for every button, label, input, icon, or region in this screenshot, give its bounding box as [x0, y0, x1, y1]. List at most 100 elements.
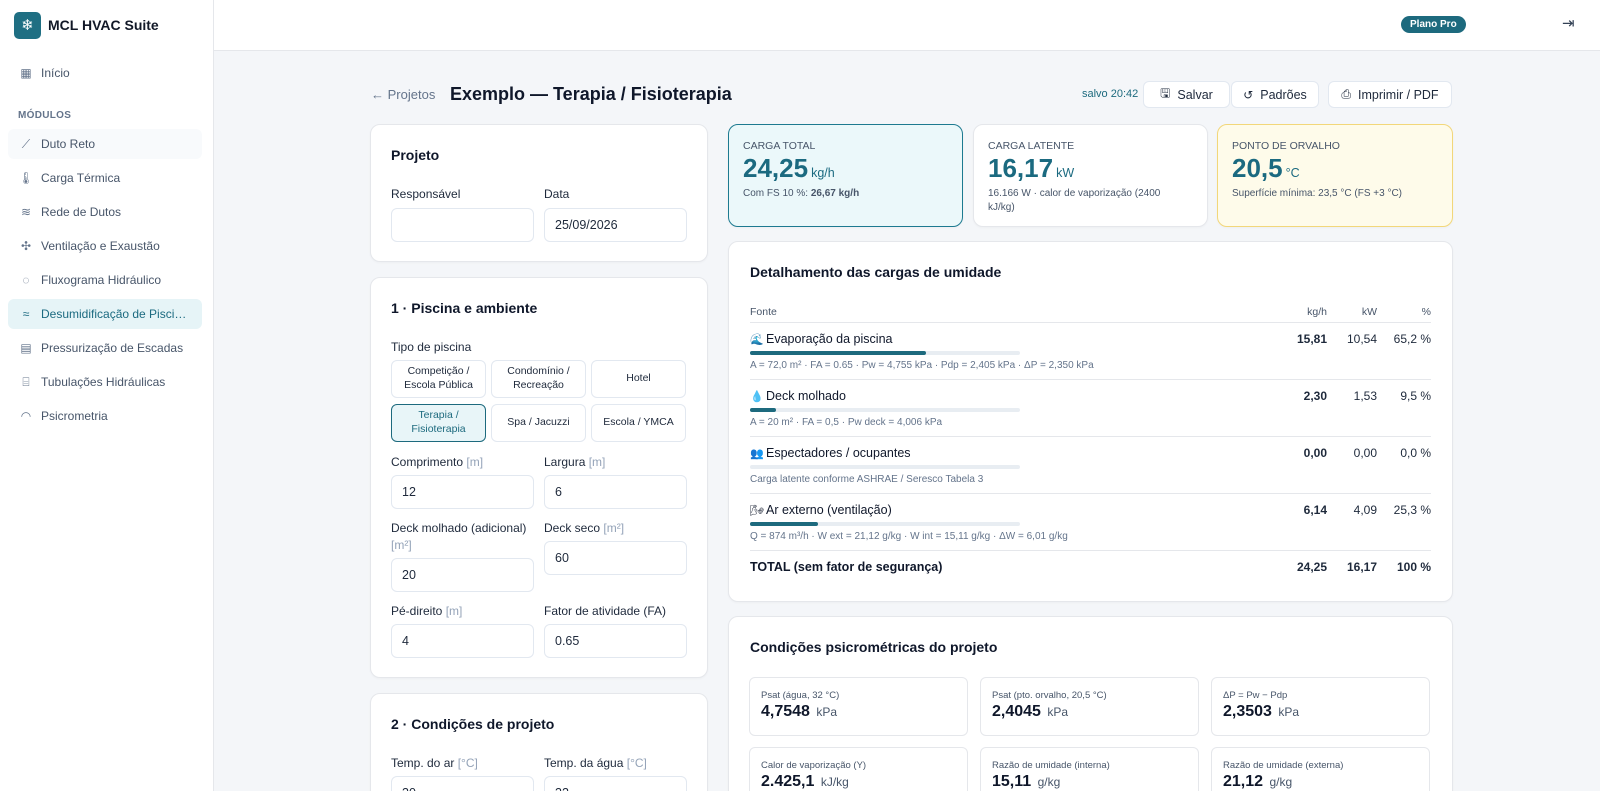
water-temp-input[interactable]: 32 [544, 776, 687, 791]
tile-label: Calor de vaporização (Y) [761, 760, 867, 771]
kpi-sub-prefix: Com FS 10 %: [743, 188, 811, 199]
tile-value: 2,3503 kPa [1223, 703, 1299, 721]
pool-type-line: Spa / Jacuzzi [507, 416, 570, 429]
print-button-label: Imprimir / PDF [1358, 87, 1439, 102]
conditions-card [370, 693, 708, 791]
date-input[interactable]: 25/09/2026 [544, 208, 687, 242]
height-label: Pé-direito [m] [391, 604, 462, 618]
divider [750, 436, 1431, 437]
column-header-kw: kW [1361, 306, 1377, 318]
row-pct: 25,3 % [1393, 503, 1431, 517]
air-temp-input[interactable]: 30 [391, 776, 534, 791]
humidity-ratio-external-tile: Razão de umidade (externa) 21,12 g/kg [1211, 747, 1430, 791]
sidebar-item-duto-reto[interactable]: ⟋ Duto Reto [8, 129, 202, 159]
sidebar-item-ventilacao[interactable]: ✣ Ventilação e Exaustão [8, 231, 202, 261]
sidebar-item-label: Carga Térmica [41, 171, 121, 185]
brand[interactable]: ❄ MCL HVAC Suite [0, 0, 213, 50]
kpi-sub-strong: 26,67 kg/h [810, 188, 860, 199]
building-icon: ▤ [20, 341, 32, 355]
tile-label: Razão de umidade (externa) [1223, 760, 1344, 771]
wet-deck-label: Deck molhado (adicional) [391, 521, 527, 535]
water-temp-label: Temp. da água [°C] [544, 756, 647, 770]
pool-type-line: Escola / YMCA [603, 416, 674, 429]
row-kw: 10,54 [1346, 332, 1377, 346]
pool-type-spa[interactable]: Spa / Jacuzzi [491, 404, 586, 442]
row-kw: 1,53 [1353, 389, 1377, 403]
logout-icon[interactable]: ⇥ [1562, 15, 1575, 32]
label-text: Comprimento [391, 455, 464, 469]
kpi-number: 16,17 [988, 153, 1054, 183]
tile-value: 21,12 g/kg [1223, 773, 1292, 791]
topbar: Plano Pro ⇥ [214, 0, 1600, 51]
pool-type-competicao[interactable]: Competição / Escola Pública [391, 360, 486, 398]
sidebar-item-fluxograma[interactable]: ◌ Fluxograma Hidráulico [8, 265, 202, 295]
kpi-unit: kW [1056, 166, 1075, 180]
sidebar-item-rede-de-dutos[interactable]: ≋ Rede de Dutos [8, 197, 202, 227]
tile-value: 2.425,1 kJ/kg [761, 773, 849, 791]
gauge-icon: ◠ [20, 409, 32, 423]
wet-deck-input[interactable]: 20 [391, 558, 534, 592]
dry-deck-input[interactable]: 60 [544, 541, 687, 575]
column-header-pct: % [1421, 306, 1431, 318]
date-label: Data [544, 187, 570, 201]
defaults-button[interactable]: ↺ Padrões [1231, 81, 1319, 108]
back-to-projects-link[interactable]: ← Projetos [371, 87, 435, 102]
divider [750, 379, 1431, 380]
label-text: Temp. da água [544, 756, 624, 770]
sidebar-item-desumidificacao[interactable]: ≈ Desumidificação de Piscinas [8, 299, 202, 329]
unit-text: [m] [588, 455, 606, 469]
kpi-unit: °C [1285, 166, 1300, 180]
label-text: Pé-direito [391, 604, 443, 618]
pool-type-line: Competição / [407, 365, 470, 378]
tile-unit: kPa [816, 705, 838, 719]
responsible-input[interactable] [391, 208, 534, 242]
tile-unit: g/kg [1037, 775, 1061, 789]
kpi-subtext: 16.166 W · calor de vaporização (2400 kJ/… [988, 187, 1160, 214]
printer-icon: ⎙ [1341, 87, 1352, 101]
tile-number: 2.425,1 [761, 773, 815, 790]
fan-icon: ✣ [20, 239, 32, 253]
pool-type-line: Fisioterapia [411, 423, 466, 435]
pool-type-escola[interactable]: Escola / YMCA [591, 404, 686, 442]
width-input[interactable]: 6 [544, 475, 687, 509]
ruler-icon: ⟋ [21, 136, 31, 151]
back-link-label: Projetos [387, 87, 436, 102]
activity-factor-input[interactable]: 0.65 [544, 624, 687, 658]
sidebar-item-home[interactable]: ▦ Início [8, 58, 202, 88]
sidebar-item-psicrometria[interactable]: ◠ Psicrometria [8, 401, 202, 431]
pool-type-line: Escola Pública [404, 379, 473, 391]
height-input[interactable]: 4 [391, 624, 534, 658]
save-button[interactable]: 🖫 Salvar [1143, 81, 1230, 108]
responsible-label: Responsável [391, 187, 461, 201]
row-pct: 9,5 % [1400, 389, 1431, 403]
reset-icon: ↺ [1243, 87, 1254, 102]
length-input[interactable]: 12 [391, 475, 534, 509]
share-bar-fill [750, 522, 818, 526]
sidebar-item-tubulacoes[interactable]: ⌸ Tubulações Hidráulicas [8, 367, 202, 397]
unit-text: [m] [445, 604, 463, 618]
label-text: Temp. do ar [391, 756, 455, 770]
print-pdf-button[interactable]: ⎙ Imprimir / PDF [1328, 81, 1452, 108]
tile-label: Razão de umidade (interna) [992, 760, 1110, 771]
pool-type-hotel[interactable]: Hotel [591, 360, 686, 398]
pool-type-condominio[interactable]: Condomínio / Recreação [491, 360, 586, 398]
sidebar-item-pressurizacao[interactable]: ▤ Pressurização de Escadas [8, 333, 202, 363]
pool-type-line: Recreação [513, 379, 564, 391]
kpi-subtext: Com FS 10 %: 26,67 kg/h [743, 187, 859, 201]
table-row-occupants: 👥 Espectadores / ocupantes [750, 446, 911, 460]
table-row-evaporation: 🌊 Evaporação da piscina [750, 332, 892, 346]
label-text: Deck seco [544, 521, 601, 535]
sidebar-item-label: Psicrometria [41, 409, 108, 423]
app-name: MCL HVAC Suite [48, 17, 159, 33]
droplet-icon: 💧 [750, 391, 764, 403]
total-kgh: 24,25 [1296, 560, 1327, 574]
snowflake-icon: ❄ [14, 11, 41, 39]
kpi-value: 16,17 kW [988, 153, 1074, 184]
share-bar [750, 465, 1020, 469]
breakdown-card-title: Detalhamento das cargas de umidade [750, 264, 1002, 280]
wind-icon: ≋ [20, 205, 32, 219]
kpi-sub-line: 16.166 W · calor de vaporização (2400 [988, 188, 1161, 199]
sidebar-item-carga-termica[interactable]: 🌡 Carga Térmica [8, 163, 202, 193]
tile-unit: g/kg [1269, 775, 1293, 789]
pool-type-terapia[interactable]: Terapia / Fisioterapia [391, 404, 486, 442]
